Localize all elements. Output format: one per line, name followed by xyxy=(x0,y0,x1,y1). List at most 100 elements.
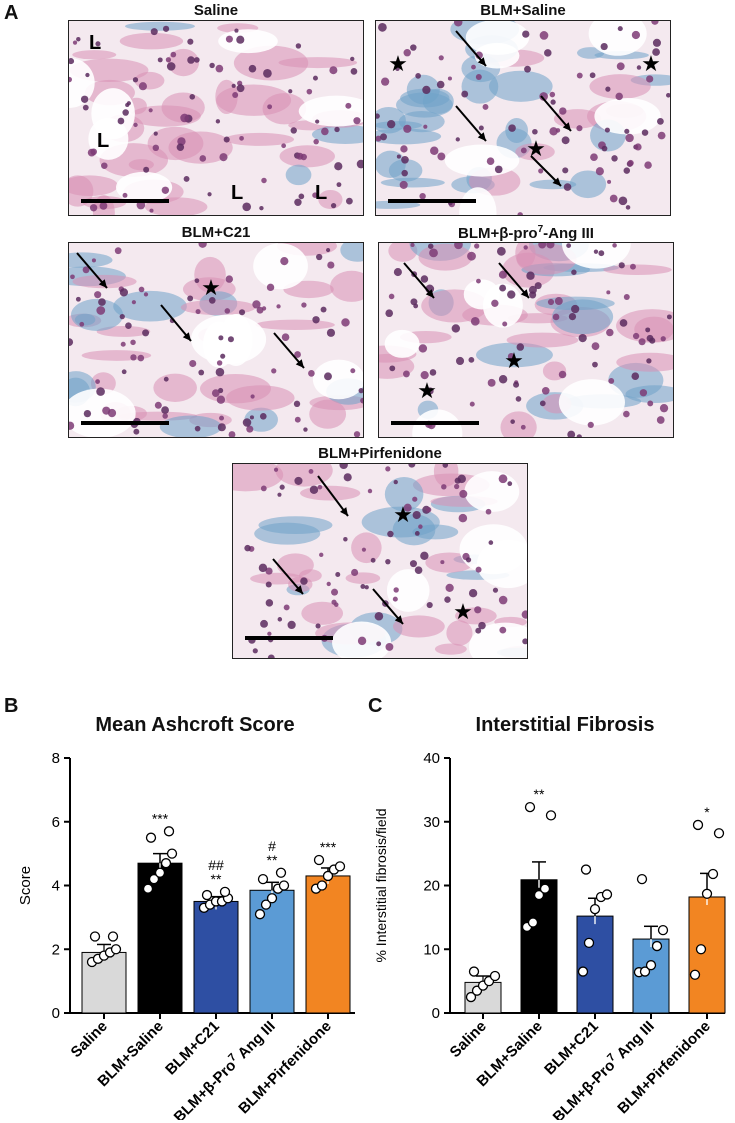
arrow-head-icon xyxy=(477,132,486,141)
cell-nucleus xyxy=(148,108,153,113)
cell-nucleus xyxy=(566,243,572,249)
cell-nucleus xyxy=(468,356,475,363)
cell-nucleus xyxy=(163,376,169,382)
tissue-strand xyxy=(589,74,651,99)
data-point xyxy=(539,883,551,894)
data-point xyxy=(313,854,325,866)
cell-nucleus xyxy=(216,395,226,404)
star-icon: ★ xyxy=(393,502,413,527)
cell-nucleus xyxy=(360,584,366,589)
cell-nucleus xyxy=(558,370,567,379)
cell-nucleus xyxy=(571,269,577,275)
tissue-strand xyxy=(388,243,418,262)
cell-nucleus xyxy=(162,25,170,32)
cell-nucleus xyxy=(554,297,563,305)
y-axis-label: % Interstitial fibrosis/field xyxy=(373,808,389,962)
x-tick-label: BLM+β-Pro7 Ang III xyxy=(169,1016,279,1120)
arrow-head-icon xyxy=(477,57,486,66)
cell-nucleus xyxy=(507,353,515,360)
cell-nucleus xyxy=(634,143,642,151)
cell-nucleus xyxy=(339,464,348,470)
cell-nucleus xyxy=(470,316,480,326)
cell-nucleus xyxy=(423,124,428,129)
data-point xyxy=(692,819,704,831)
x-tick-label: BLM+Pirfenidone xyxy=(235,1018,335,1118)
tissue-strand xyxy=(569,170,607,199)
cell-nucleus xyxy=(335,572,341,578)
cell-nucleus xyxy=(195,309,201,315)
category-name: BLM+C21 xyxy=(162,1018,223,1079)
panel-letter-b: B xyxy=(4,695,19,717)
lumen-marker: L xyxy=(89,32,101,54)
cell-nucleus xyxy=(623,410,630,418)
cell-nucleus xyxy=(444,596,451,603)
cell-nucleus xyxy=(389,365,396,372)
cell-nucleus xyxy=(441,484,447,490)
alveolar-space xyxy=(558,379,625,426)
cell-nucleus xyxy=(636,65,642,70)
micrograph-title-blm-c21: BLM+C21 xyxy=(181,224,251,241)
alveolar-space xyxy=(594,97,661,135)
cell-nucleus xyxy=(98,298,106,306)
cell-nucleus xyxy=(239,135,244,141)
data-point xyxy=(142,883,154,894)
cell-nucleus xyxy=(119,314,125,320)
cell-nucleus xyxy=(385,466,391,472)
cell-nucleus xyxy=(482,104,489,110)
cell-nucleus xyxy=(267,104,273,110)
micrograph-title-saline: Saline xyxy=(193,2,239,19)
cell-nucleus xyxy=(265,599,274,607)
cell-nucleus xyxy=(356,159,363,169)
cell-nucleus xyxy=(567,430,576,437)
significance-label: # xyxy=(268,838,276,854)
cell-nucleus xyxy=(357,636,367,646)
cell-nucleus xyxy=(625,205,631,210)
cell-nucleus xyxy=(496,246,506,256)
arrow-head-icon xyxy=(182,332,191,341)
cell-nucleus xyxy=(313,138,319,145)
alveolar-space xyxy=(562,243,631,269)
cell-nucleus xyxy=(408,464,416,468)
cell-nucleus xyxy=(217,423,226,432)
cell-nucleus xyxy=(114,247,122,255)
alveolar-space xyxy=(469,622,527,658)
cell-nucleus xyxy=(298,193,305,200)
cell-nucleus xyxy=(154,401,162,409)
cell-nucleus xyxy=(242,418,252,427)
cell-nucleus xyxy=(326,328,336,337)
cell-nucleus xyxy=(85,72,90,78)
cell-nucleus xyxy=(666,92,670,98)
cell-nucleus xyxy=(260,619,268,628)
x-tick-label: BLM+C21 xyxy=(162,1018,223,1079)
cell-nucleus xyxy=(361,547,367,552)
cell-nucleus xyxy=(234,28,239,33)
micrograph-blm-saline: ★ ★ ★ xyxy=(375,20,671,216)
data-point xyxy=(651,940,663,952)
cell-nucleus xyxy=(267,654,275,658)
cell-nucleus xyxy=(454,243,463,250)
cell-nucleus xyxy=(486,157,495,165)
cell-nucleus xyxy=(327,261,335,269)
micrograph-title-blm-pirfenidone: BLM+Pirfenidone xyxy=(318,445,442,462)
data-point xyxy=(589,903,601,915)
cell-nucleus xyxy=(69,338,74,346)
cell-nucleus xyxy=(309,485,319,494)
cell-nucleus xyxy=(91,258,96,263)
cell-nucleus xyxy=(219,415,225,421)
cell-nucleus xyxy=(260,485,267,492)
star-icon: ★ xyxy=(388,51,408,76)
cell-nucleus xyxy=(165,57,172,63)
alveolar-space xyxy=(253,243,308,290)
x-tick-label: BLM+β-Pro7 Ang III xyxy=(548,1016,658,1120)
tissue-layer xyxy=(69,21,363,215)
cell-nucleus xyxy=(457,474,466,484)
cell-nucleus xyxy=(414,531,420,536)
cell-nucleus xyxy=(488,540,494,545)
significance-label: *** xyxy=(320,839,337,855)
cell-nucleus xyxy=(645,327,651,333)
cell-nucleus xyxy=(400,145,408,153)
cell-nucleus xyxy=(646,358,652,364)
cell-nucleus xyxy=(370,557,376,563)
cell-nucleus xyxy=(576,72,583,79)
cell-nucleus xyxy=(312,316,320,324)
